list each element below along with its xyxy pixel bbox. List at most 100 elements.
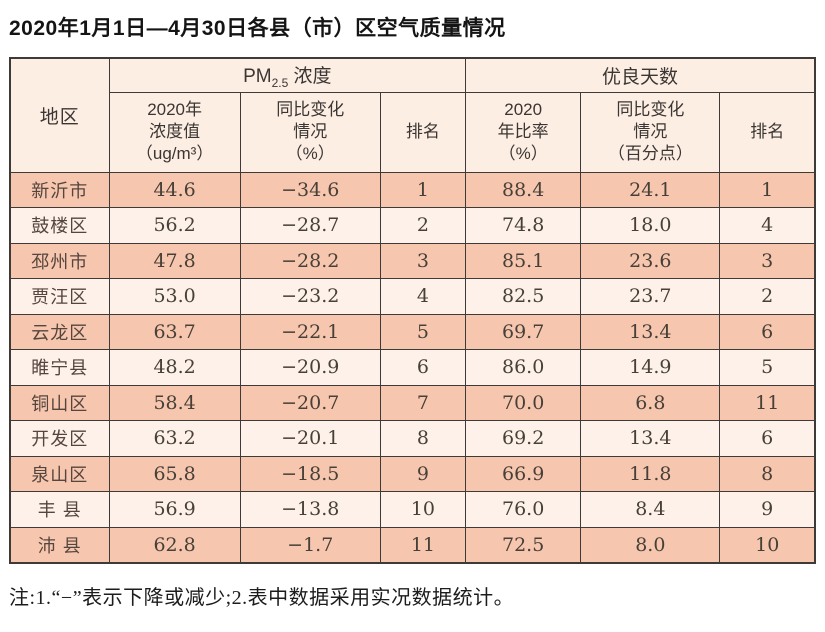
table-row: 丰 县 56.9 −13.8 10 76.0 8.4 9 xyxy=(9,491,816,528)
value-cell: 4 xyxy=(379,278,467,315)
value-cell: −22.1 xyxy=(239,313,381,350)
value-cell: 10 xyxy=(719,526,816,563)
value-cell: 1 xyxy=(379,171,467,208)
value-cell: 11 xyxy=(719,384,816,421)
value-cell: 66.9 xyxy=(465,455,582,492)
table-row: 开发区 63.2 −20.1 8 69.2 13.4 6 xyxy=(9,420,816,457)
value-cell: 58.4 xyxy=(108,384,241,421)
value-cell: 23.7 xyxy=(580,278,721,315)
value-cell: 48.2 xyxy=(108,349,241,386)
air-quality-table: 地区 PM2.5 浓度 优良天数 2020年 浓度值 （ug/m³） 同比变化 … xyxy=(9,57,816,564)
value-cell: 3 xyxy=(379,242,467,279)
value-cell: 86.0 xyxy=(465,349,582,386)
value-cell: 69.2 xyxy=(465,420,582,457)
pm25-label-suffix: 浓度 xyxy=(288,65,332,87)
value-cell: 70.0 xyxy=(465,384,582,421)
table-row: 沛 县 62.8 −1.7 11 72.5 8.0 10 xyxy=(9,526,816,563)
value-cell: 47.8 xyxy=(108,242,241,279)
value-cell: 85.1 xyxy=(465,242,582,279)
table-row: 鼓楼区 56.2 −28.7 2 74.8 18.0 4 xyxy=(9,207,816,244)
pm25-label-prefix: PM xyxy=(243,65,272,87)
value-cell: 63.2 xyxy=(108,420,241,457)
table-row: 铜山区 58.4 −20.7 7 70.0 6.8 11 xyxy=(9,384,816,421)
region-cell: 贾汪区 xyxy=(9,278,110,315)
value-cell: 6 xyxy=(379,349,467,386)
value-cell: 82.5 xyxy=(465,278,582,315)
value-cell: 53.0 xyxy=(108,278,241,315)
value-cell: 24.1 xyxy=(580,171,721,208)
value-cell: 2 xyxy=(379,207,467,244)
pm25-label-subscript: 2.5 xyxy=(271,75,289,90)
region-cell: 新沂市 xyxy=(9,171,110,208)
value-cell: 8 xyxy=(379,420,467,457)
value-cell: 11 xyxy=(379,526,467,563)
value-cell: 10 xyxy=(379,491,467,528)
header-group-row: 地区 PM2.5 浓度 优良天数 xyxy=(9,57,816,173)
value-cell: 8.4 xyxy=(580,491,721,528)
table-row: 云龙区 63.7 −22.1 5 69.7 13.4 6 xyxy=(9,313,816,350)
value-cell: 63.7 xyxy=(108,313,241,350)
value-cell: 6.8 xyxy=(580,384,721,421)
header-sub-row: 2020年 浓度值 （ug/m³） 同比变化 情况 （%） 排名 2020 年比… xyxy=(10,91,816,173)
region-cell: 泉山区 xyxy=(9,455,110,492)
table-row: 睢宁县 48.2 −20.9 6 86.0 14.9 5 xyxy=(9,349,816,386)
value-cell: −28.2 xyxy=(239,242,381,279)
value-cell: 1 xyxy=(719,171,816,208)
value-cell: 44.6 xyxy=(108,171,241,208)
value-cell: 56.2 xyxy=(108,207,241,244)
value-cell: 69.7 xyxy=(465,313,582,350)
table-row: 邳州市 47.8 −28.2 3 85.1 23.6 3 xyxy=(9,242,816,279)
value-cell: 6 xyxy=(719,313,816,350)
value-cell: −23.2 xyxy=(239,278,381,315)
header-days-rate: 2020 年比率 （%） xyxy=(465,91,582,173)
header-pm-change: 同比变化 情况 （%） xyxy=(239,91,381,173)
value-cell: −18.5 xyxy=(239,455,381,492)
region-cell: 睢宁县 xyxy=(9,349,110,386)
value-cell: −28.7 xyxy=(239,207,381,244)
value-cell: 9 xyxy=(719,491,816,528)
region-cell: 开发区 xyxy=(9,420,110,457)
value-cell: 11.8 xyxy=(580,455,721,492)
value-cell: 13.4 xyxy=(580,313,721,350)
value-cell: 8.0 xyxy=(580,526,721,563)
value-cell: −34.6 xyxy=(239,171,381,208)
value-cell: 72.5 xyxy=(465,526,582,563)
table-body: 新沂市 44.6 −34.6 1 88.4 24.1 1 鼓楼区 56.2 −28.7 2 74.8 1… xyxy=(9,171,816,563)
value-cell: 5 xyxy=(379,313,467,350)
header-pm-rank: 排名 xyxy=(379,91,467,173)
table-row: 贾汪区 53.0 −23.2 4 82.5 23.7 2 xyxy=(9,278,816,315)
value-cell: 6 xyxy=(719,420,816,457)
value-cell: 13.4 xyxy=(580,420,721,457)
value-cell: 7 xyxy=(379,384,467,421)
value-cell: −20.1 xyxy=(239,420,381,457)
value-cell: 18.0 xyxy=(580,207,721,244)
header-pm-value: 2020年 浓度值 （ug/m³） xyxy=(108,91,241,173)
region-cell: 丰 县 xyxy=(9,491,110,528)
region-cell: 云龙区 xyxy=(9,313,110,350)
region-cell: 邳州市 xyxy=(9,242,110,279)
value-cell: 76.0 xyxy=(465,491,582,528)
value-cell: 4 xyxy=(719,207,816,244)
page-title: 2020年1月1日—4月30日各县（市）区空气质量情况 xyxy=(9,17,506,40)
value-cell: 5 xyxy=(719,349,816,386)
table-row: 新沂市 44.6 −34.6 1 88.4 24.1 1 xyxy=(9,171,816,208)
value-cell: −13.8 xyxy=(239,491,381,528)
value-cell: −1.7 xyxy=(239,526,381,563)
value-cell: 88.4 xyxy=(465,171,582,208)
footnote: 注:1.“−”表示下降或减少;2.表中数据采用实况数据统计。 xyxy=(9,586,515,609)
header-region: 地区 xyxy=(9,57,110,173)
header-days-change: 同比变化 情况 （百分点） xyxy=(580,91,721,173)
value-cell: 2 xyxy=(719,278,816,315)
table-row: 泉山区 65.8 −18.5 9 66.9 11.8 8 xyxy=(9,455,816,492)
table-header: 地区 PM2.5 浓度 优良天数 2020年 浓度值 （ug/m³） 同比变化 … xyxy=(9,57,816,173)
value-cell: 14.9 xyxy=(580,349,721,386)
value-cell: 56.9 xyxy=(108,491,241,528)
header-good-days-group: 优良天数 xyxy=(465,57,816,93)
region-cell: 鼓楼区 xyxy=(9,207,110,244)
value-cell: 3 xyxy=(719,242,816,279)
value-cell: 62.8 xyxy=(108,526,241,563)
value-cell: 65.8 xyxy=(108,455,241,492)
header-days-rank: 排名 xyxy=(719,91,816,173)
value-cell: −20.9 xyxy=(239,349,381,386)
value-cell: 8 xyxy=(719,455,816,492)
